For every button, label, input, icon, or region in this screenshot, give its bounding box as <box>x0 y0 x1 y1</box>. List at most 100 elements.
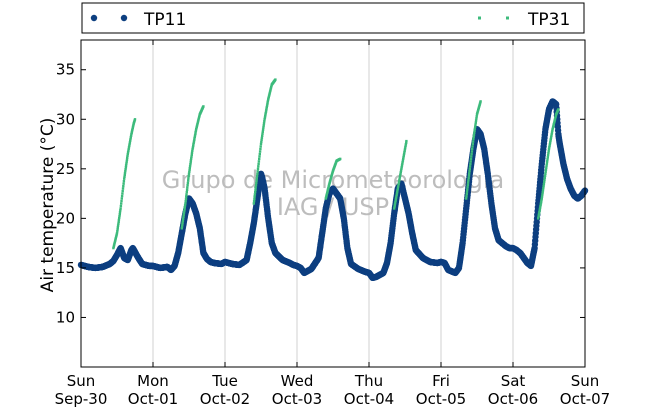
data-point-tp31 <box>394 196 398 199</box>
data-point-tp31 <box>548 144 551 147</box>
x-tick-label-day: Thu <box>354 372 383 390</box>
data-point-tp31 <box>184 200 187 203</box>
data-point-tp31 <box>186 186 189 189</box>
data-point-tp31 <box>262 122 266 125</box>
data-point-tp31 <box>473 127 477 130</box>
data-point-tp31 <box>394 201 397 204</box>
data-point-tp31 <box>116 228 119 231</box>
data-point-tp31 <box>267 98 270 101</box>
data-point-tp31 <box>539 205 542 208</box>
data-point-tp31 <box>189 163 192 166</box>
data-point-tp31 <box>465 195 468 198</box>
data-point-tp31 <box>404 143 408 146</box>
x-tick-label-date: Oct-04 <box>344 390 394 408</box>
data-point-tp31 <box>129 136 132 139</box>
data-point-tp31 <box>116 226 119 229</box>
data-point-tp31 <box>472 137 475 141</box>
data-point-tp31 <box>180 227 183 230</box>
data-point-tp31 <box>550 131 554 134</box>
data-point-tp31 <box>116 230 119 233</box>
data-point-tp31 <box>123 177 126 180</box>
data-point-tp31 <box>255 174 259 178</box>
legend-entry-tp31: TP31 <box>478 10 570 30</box>
data-point-tp31 <box>192 143 195 146</box>
data-point-tp31 <box>185 190 188 194</box>
data-point-tp31 <box>537 217 540 220</box>
data-point-tp31 <box>254 184 258 187</box>
data-point-tp31 <box>118 211 122 214</box>
data-point-tp31 <box>402 156 405 159</box>
data-point-tp31 <box>547 147 551 151</box>
data-point-tp31 <box>122 182 125 185</box>
data-point-tp31 <box>261 132 264 135</box>
data-point-tp31 <box>194 132 197 135</box>
data-point-tp31 <box>474 119 478 122</box>
data-point-tp31 <box>401 162 404 166</box>
data-point-tp31 <box>261 128 265 131</box>
data-point-tp31 <box>195 124 199 127</box>
data-point-tp31 <box>541 189 545 192</box>
data-point-tp31 <box>265 107 268 110</box>
data-point-tp31 <box>114 237 117 240</box>
data-point-tp31 <box>182 217 185 220</box>
x-tick-label-date: Oct-03 <box>272 390 322 408</box>
data-point-tp31 <box>327 187 330 190</box>
data-point-tp31 <box>113 243 116 246</box>
data-point-tp31 <box>132 124 135 127</box>
x-tick-label-day: Sat <box>501 372 526 390</box>
data-point-tp31 <box>117 222 120 225</box>
data-point-tp31 <box>256 172 259 175</box>
data-point-tp31 <box>551 128 554 131</box>
data-point-tp31 <box>465 192 468 196</box>
data-point-tp31 <box>541 191 544 194</box>
x-tick-label-day: Tue <box>211 372 238 390</box>
data-point-tp31 <box>261 130 264 133</box>
data-point-tp31 <box>270 85 273 89</box>
data-point-tp31 <box>470 155 473 158</box>
data-point-tp31 <box>117 220 120 223</box>
data-point-tp31 <box>190 157 193 160</box>
data-point-tp31 <box>181 221 184 224</box>
legend-marker-tp11 <box>120 14 128 22</box>
data-point-tp31 <box>265 108 268 112</box>
data-point-tp31 <box>181 223 184 226</box>
data-point-tp31 <box>400 164 404 167</box>
x-tick-label-day: Mon <box>137 372 169 390</box>
data-point-tp31 <box>479 100 482 103</box>
data-point-tp31 <box>261 134 264 137</box>
data-point-tp31 <box>400 167 403 170</box>
data-point-tp31 <box>471 145 474 148</box>
data-point-tp31 <box>474 123 477 126</box>
data-point-tp31 <box>119 207 122 210</box>
data-point-tp31 <box>262 126 265 129</box>
data-point-tp31 <box>540 197 543 200</box>
data-point-tp31 <box>544 170 547 173</box>
data-point-tp31 <box>188 165 192 168</box>
data-point-tp31 <box>398 175 402 179</box>
data-point-tp31 <box>539 201 543 205</box>
data-point-tp31 <box>189 161 192 164</box>
x-tick-label-day: Fri <box>432 372 450 390</box>
grid-lines <box>152 40 514 367</box>
data-point-tp31 <box>255 177 258 180</box>
data-point-tp31 <box>258 157 261 161</box>
data-point-tp31 <box>549 141 552 144</box>
data-point-tp31 <box>257 165 260 168</box>
data-point-tp31 <box>393 205 396 209</box>
data-point-tp31 <box>549 136 553 139</box>
y-tick-label: 30 <box>56 110 75 128</box>
data-point-tp31 <box>128 142 131 146</box>
data-point-tp31 <box>545 162 549 165</box>
data-point-tp31 <box>194 129 198 132</box>
data-point-tp31 <box>185 193 188 196</box>
data-point-tp31 <box>546 160 549 163</box>
data-point-tp31 <box>262 124 265 127</box>
plot-frame <box>80 39 586 368</box>
data-point-tp31 <box>126 154 129 158</box>
data-point-tp31 <box>124 164 128 167</box>
data-point-tp31 <box>469 160 472 163</box>
data-point-tp31 <box>472 133 476 137</box>
data-point-tp31 <box>254 188 257 191</box>
data-point-tp31 <box>547 151 550 155</box>
